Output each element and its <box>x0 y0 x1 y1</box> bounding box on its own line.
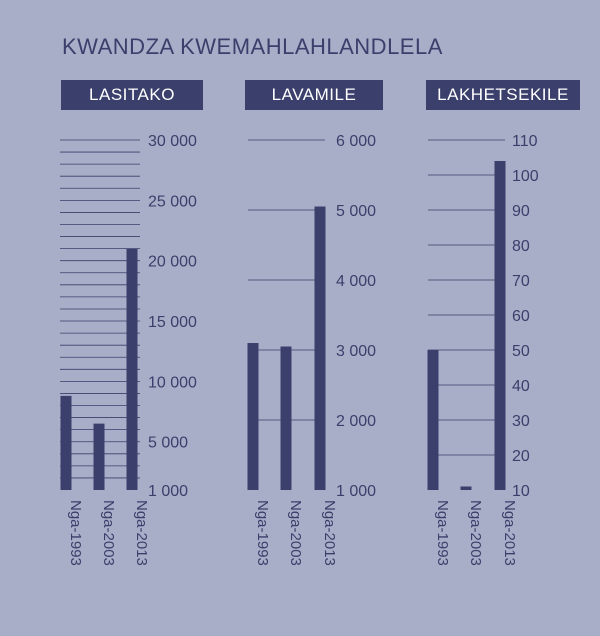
x-category-label: Nga-1993 <box>434 500 451 566</box>
y-tick-label: 30 000 <box>148 133 197 150</box>
bar <box>427 350 439 490</box>
bar <box>314 206 326 490</box>
y-tick-label: 20 <box>512 448 530 465</box>
y-tick-label: 30 <box>512 413 530 430</box>
figure-title: KWANDZA KWEMAHLAHLANDLELA <box>62 34 443 59</box>
y-tick-label: 2 000 <box>336 413 376 430</box>
x-category-label: Nga-2013 <box>501 500 518 566</box>
y-tick-label: 60 <box>512 308 530 325</box>
bar <box>60 395 72 490</box>
y-tick-label: 10 <box>512 483 530 500</box>
bar <box>460 486 472 490</box>
y-tick-label: 90 <box>512 203 530 220</box>
y-tick-label: 4 000 <box>336 273 376 290</box>
y-tick-label: 100 <box>512 168 539 185</box>
panel-title-lasitako: LASITAKO <box>61 80 203 110</box>
x-category-label: Nga-2013 <box>133 500 150 566</box>
bar <box>494 161 506 490</box>
y-tick-label: 40 <box>512 378 530 395</box>
y-tick-label: 5 000 <box>336 203 376 220</box>
y-tick-label: 3 000 <box>336 343 376 360</box>
y-tick-label: 10 000 <box>148 374 197 391</box>
x-category-label: Nga-2013 <box>321 500 338 566</box>
x-category-label: Nga-2003 <box>287 500 304 566</box>
x-category-label: Nga-2003 <box>100 500 117 566</box>
y-tick-label: 1 000 <box>148 483 188 500</box>
y-tick-label: 110 <box>512 133 538 150</box>
y-tick-label: 70 <box>512 273 530 290</box>
bar <box>93 423 105 490</box>
y-tick-label: 6 000 <box>336 133 376 150</box>
y-tick-label: 50 <box>512 343 530 360</box>
x-category-label: Nga-2003 <box>467 500 484 566</box>
bar <box>126 248 138 490</box>
y-tick-label: 1 000 <box>336 483 376 500</box>
y-tick-label: 15 000 <box>148 314 197 331</box>
bar <box>280 346 292 490</box>
y-tick-label: 20 000 <box>148 254 197 271</box>
bar <box>247 343 259 490</box>
y-tick-label: 25 000 <box>148 193 197 210</box>
x-category-label: Nga-1993 <box>67 500 84 566</box>
y-tick-label: 5 000 <box>148 435 188 452</box>
x-category-label: Nga-1993 <box>254 500 271 566</box>
panel-title-lakhetsekile: LAKHETSEKILE <box>426 80 580 110</box>
y-tick-label: 80 <box>512 238 530 255</box>
panel-title-lavamile: LAVAMILE <box>245 80 383 110</box>
